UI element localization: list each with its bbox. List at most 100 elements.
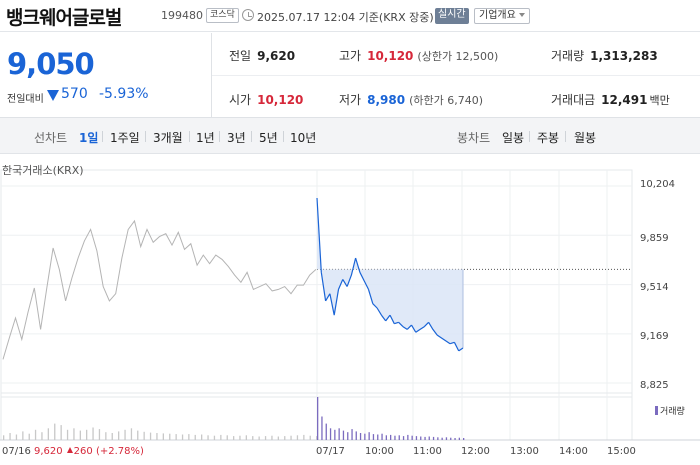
prev-day-date: 07/16 xyxy=(2,446,31,457)
tab-5y[interactable]: 5년 xyxy=(259,131,278,145)
volume-bar xyxy=(207,435,209,440)
timestamp: 2025.07.17 12:04 기준(KRX 장중) xyxy=(257,11,434,24)
volume-bar xyxy=(41,432,43,440)
volume-bar xyxy=(271,435,273,440)
amount-unit: 백만 xyxy=(649,94,670,107)
volume-bar xyxy=(245,435,247,440)
down-triangle-icon xyxy=(47,90,59,101)
volume-bar xyxy=(66,429,69,440)
volume-bar xyxy=(381,433,383,440)
volume-bar xyxy=(342,430,345,440)
volume-bar xyxy=(296,435,299,440)
volume-bar xyxy=(284,436,286,440)
volume-bar xyxy=(290,435,292,440)
volume-bar xyxy=(454,438,456,440)
prev-day-close: 9,620 xyxy=(34,446,63,457)
low-value: 8,980 xyxy=(367,93,406,107)
tab-1w[interactable]: 1주일 xyxy=(110,131,140,145)
volume-bar xyxy=(347,432,349,440)
tab-10y[interactable]: 10년 xyxy=(290,131,317,145)
volume-bar xyxy=(407,434,409,440)
stock-name: 뱅크웨어글로벌 xyxy=(6,7,122,29)
volume-bar xyxy=(316,436,318,440)
volume-bar xyxy=(175,434,177,440)
volume-bar xyxy=(124,429,126,440)
volume-bar xyxy=(428,436,430,440)
change-amount: 570 xyxy=(61,86,88,102)
y-tick-label: 8,825 xyxy=(640,380,669,391)
high: 고가 10,120 (상한가 12,500) xyxy=(339,47,498,64)
company-info-dropdown[interactable]: 기업개요 xyxy=(474,8,530,24)
volume-bar xyxy=(226,435,228,440)
x-tick-label: 11:00 xyxy=(413,446,442,457)
amount-value: 12,491 xyxy=(601,93,648,107)
company-info-label: 기업개요 xyxy=(479,10,516,21)
tab-1d[interactable]: 1일 xyxy=(79,131,99,145)
volume-bar xyxy=(47,428,49,440)
volume-bar xyxy=(252,436,254,440)
volume-bar xyxy=(377,434,379,440)
stock-code: 199480 xyxy=(161,9,203,22)
volume-bar xyxy=(188,434,190,440)
prev-day-label: 07/16 9,620 260 (+2.78%) xyxy=(2,446,144,457)
volume-bar xyxy=(86,429,88,440)
volume-bar xyxy=(415,436,418,440)
volume-legend-label: 거래량 xyxy=(660,407,685,417)
y-tick-label: 10,204 xyxy=(640,179,675,190)
change-label: 전일대비 xyxy=(7,94,44,105)
price-chart[interactable]: 한국거래소(KRX) 10,204 9,859 9,514 9,169 8,82… xyxy=(0,155,700,465)
volume-bar xyxy=(437,437,439,440)
divider xyxy=(189,131,190,142)
divider xyxy=(211,33,212,117)
divider xyxy=(219,131,220,142)
volume-bar xyxy=(441,437,443,440)
stock-header: 뱅크웨어글로벌 199480 코스닥 2025.07.17 12:04 기준(K… xyxy=(0,0,700,32)
up-triangle-icon xyxy=(66,447,73,453)
volume-bar xyxy=(372,434,375,440)
divider xyxy=(212,75,700,76)
low: 저가 8,980 (하한가 6,740) xyxy=(339,91,483,108)
volume-bar xyxy=(277,436,279,440)
chevron-down-icon xyxy=(518,13,525,17)
volume-bar xyxy=(463,438,465,440)
high-label: 고가 xyxy=(339,49,362,63)
y-tick-label: 9,169 xyxy=(640,331,669,342)
volume-bar xyxy=(368,432,370,440)
open-value: 10,120 xyxy=(257,93,304,107)
volume-bar xyxy=(351,429,353,440)
volume-bar xyxy=(329,428,332,440)
prev-close-label: 전일 xyxy=(229,49,252,63)
realtime-button[interactable]: 실시간 xyxy=(435,8,469,24)
volume-bar xyxy=(445,437,448,440)
x-tick-label: 12:00 xyxy=(461,446,490,457)
tab-daily-candle[interactable]: 일봉 xyxy=(502,131,525,145)
volume-bar xyxy=(130,428,133,440)
volume-bar xyxy=(364,433,366,440)
volume-bar xyxy=(359,433,362,440)
volume-legend-swatch xyxy=(655,406,658,415)
tab-monthly-candle[interactable]: 월봉 xyxy=(574,131,597,145)
current-price: 9,050 xyxy=(7,47,95,81)
volume-bar xyxy=(54,423,56,440)
tab-1y[interactable]: 1년 xyxy=(196,131,215,145)
volume-bar xyxy=(258,436,260,440)
tab-weekly-candle[interactable]: 주봉 xyxy=(537,131,560,145)
prev-close-value: 9,620 xyxy=(257,49,296,63)
volume-bar xyxy=(181,434,184,440)
exchange-label: 한국거래소(KRX) xyxy=(2,164,84,177)
volume-bar xyxy=(398,435,400,440)
volume-bar xyxy=(411,435,413,440)
tab-3y[interactable]: 3년 xyxy=(227,131,246,145)
volume-bar xyxy=(22,431,24,440)
divider xyxy=(251,131,252,142)
volume-bar xyxy=(156,433,158,440)
tab-3m[interactable]: 3개월 xyxy=(153,131,183,145)
low-label: 저가 xyxy=(339,93,362,107)
volume-value: 1,313,283 xyxy=(590,49,658,63)
high-value: 10,120 xyxy=(367,49,414,63)
volume-bar xyxy=(317,397,319,440)
volume-bar xyxy=(34,429,37,440)
trade-amount: 거래대금 12,491 백만 xyxy=(551,91,670,108)
volume-bar xyxy=(338,428,340,440)
volume-bar xyxy=(220,434,222,440)
